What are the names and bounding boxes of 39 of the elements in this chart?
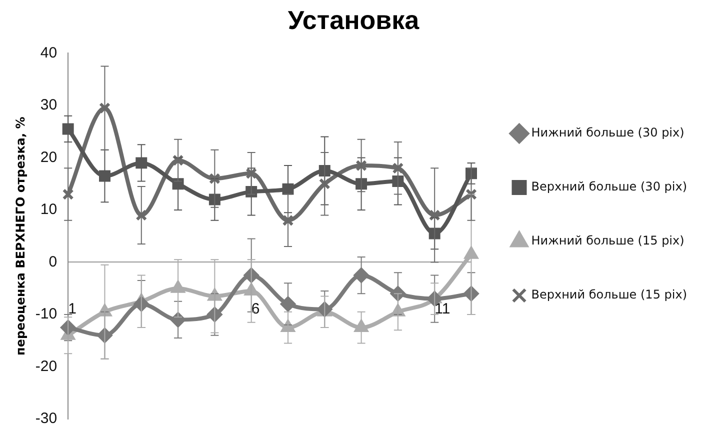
point (282, 214, 294, 226)
y-tick-label: 0 (48, 253, 58, 270)
point (392, 162, 404, 174)
point (246, 168, 258, 180)
point (318, 178, 330, 190)
x-tick-label: 1 (68, 300, 76, 318)
point (171, 280, 185, 293)
legend-label: Нижний больше (30 pix) (531, 126, 684, 140)
legend-label: Нижний больше (15 pix) (531, 234, 684, 248)
point (62, 123, 74, 135)
point (136, 157, 148, 169)
y-tick-label: -30 (35, 410, 58, 428)
point (62, 188, 74, 200)
y-axis-title: переоценка ВЕРХНЕГО отрезка, % (13, 116, 28, 356)
point (60, 320, 76, 336)
y-tick-label: 40 (40, 44, 58, 62)
point (244, 283, 258, 296)
y-tick-label: -10 (35, 306, 58, 323)
x-tick-label: 11 (434, 300, 450, 318)
point (464, 246, 478, 259)
chart-title: Установка (288, 4, 420, 35)
legend-label: Верхний больше (30 pix) (531, 180, 688, 194)
point (136, 209, 148, 221)
point (98, 170, 110, 182)
point (98, 102, 110, 114)
y-tick-label: 20 (40, 148, 58, 166)
point (208, 172, 220, 184)
y-tick-label: -20 (35, 358, 58, 375)
point (356, 160, 368, 172)
point (466, 188, 477, 200)
point (282, 183, 294, 195)
point (281, 320, 295, 332)
x-tick-label: 6 (251, 300, 260, 318)
y-tick-label: 30 (40, 96, 58, 114)
legend-label: Верхний больше (15 pix) (531, 288, 688, 302)
y-tick-label: 10 (40, 201, 58, 218)
point (354, 320, 368, 332)
point (280, 296, 296, 312)
point (354, 268, 369, 283)
